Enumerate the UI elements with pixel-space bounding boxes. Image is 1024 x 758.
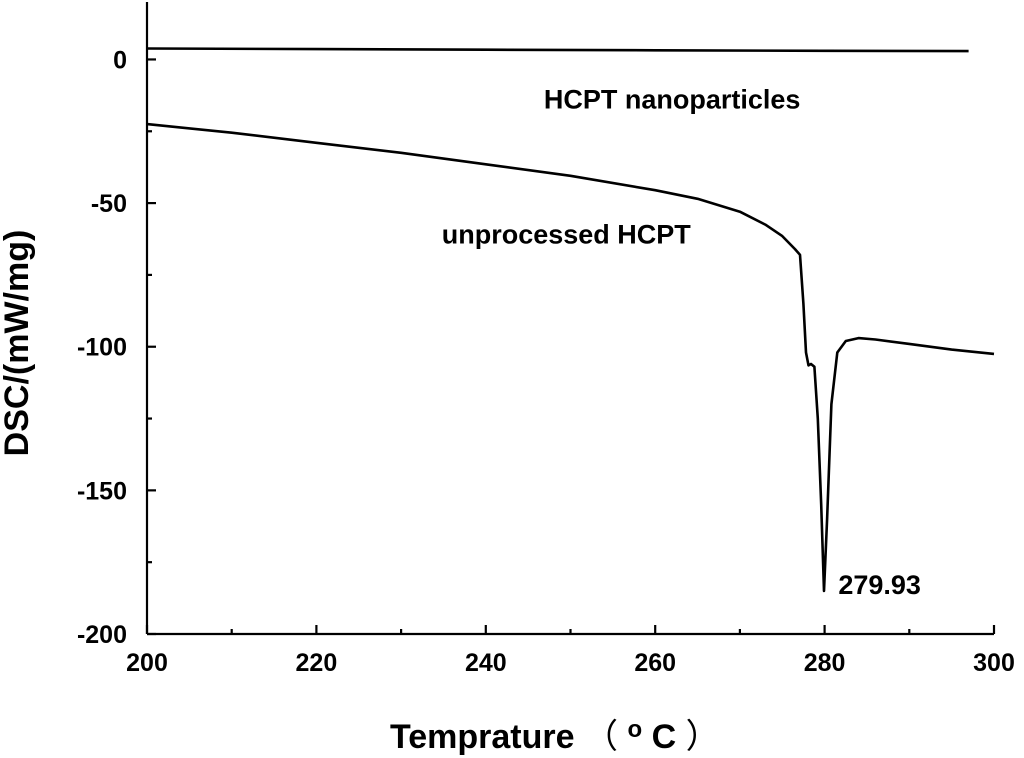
x-axis-unit-close: ） <box>686 718 720 756</box>
x-tick-label: 260 <box>634 649 676 677</box>
y-tick-label: -50 <box>91 190 127 218</box>
x-tick-label: 200 <box>126 649 168 677</box>
y-tick-label: -200 <box>77 621 127 649</box>
x-axis-unit-open: （ <box>584 718 618 756</box>
series-line-unprocessed-hcpt <box>146 122 995 593</box>
y-tick-label: -100 <box>77 334 127 362</box>
series-line-hcpt-nanoparticles <box>146 47 969 53</box>
x-tick-label: 300 <box>973 649 1015 677</box>
peak-temperature-label: 279.93 <box>838 570 921 600</box>
x-tick-label: 220 <box>296 649 338 677</box>
x-axis-ticks: 200 220 240 260 280 300 <box>126 625 1015 677</box>
y-tick-label: -150 <box>77 477 127 505</box>
y-axis-ticks: 0 -50 -100 -150 -200 <box>77 46 156 649</box>
x-axis-title: Temprature （ o C ） <box>390 707 720 756</box>
y-tick-label: 0 <box>113 46 127 74</box>
label-unprocessed-hcpt: unprocessed HCPT <box>442 219 692 249</box>
annotations: HCPT nanoparticles unprocessed HCPT 279.93 <box>442 84 921 599</box>
x-tick-label: 240 <box>465 649 507 677</box>
x-axis-unit-degree: o <box>627 716 642 743</box>
label-hcpt-nanoparticles: HCPT nanoparticles <box>544 84 801 114</box>
y-axis-title: DSC/(mW/mg) <box>0 230 36 457</box>
series-lines <box>146 47 995 593</box>
x-axis-title-text: Temprature <box>390 718 575 756</box>
x-tick-label: 280 <box>804 649 846 677</box>
x-axis-unit-c: C <box>652 718 677 756</box>
